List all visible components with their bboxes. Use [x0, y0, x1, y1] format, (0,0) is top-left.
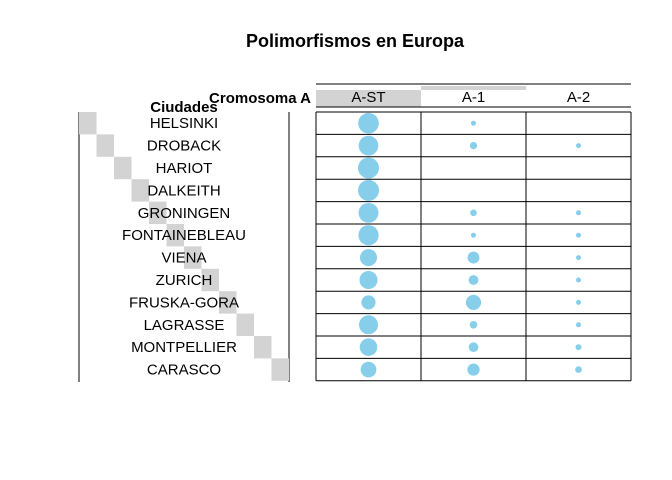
value-grid — [315, 111, 632, 382]
data-point — [358, 179, 379, 201]
data-point — [358, 202, 379, 223]
city-label: LAGRASSE — [144, 317, 225, 334]
data-point — [358, 225, 379, 246]
data-point — [358, 135, 379, 156]
data-point — [575, 366, 582, 373]
data-point — [468, 275, 479, 285]
column-label-a-2: A-2 — [567, 89, 590, 106]
data-point — [361, 295, 376, 310]
row-band — [79, 112, 97, 135]
column-label-a-st: A-ST — [351, 89, 385, 106]
data-point — [469, 321, 478, 329]
data-point — [359, 249, 378, 267]
data-point — [468, 342, 479, 353]
column-band-a-st — [316, 90, 421, 107]
city-label: GRONINGEN — [138, 205, 231, 222]
row-header-title: Ciudades — [150, 99, 218, 116]
city-label: DALKEITH — [147, 182, 220, 199]
city-label: ZURICH — [156, 272, 213, 289]
row-band — [166, 224, 184, 247]
data-point — [576, 322, 581, 328]
row-band — [201, 268, 219, 292]
data-point — [576, 232, 581, 238]
data-point — [576, 210, 581, 216]
column-band-a-1 — [421, 86, 526, 90]
city-label: DROBACK — [147, 138, 221, 155]
data-point — [576, 277, 581, 283]
data-point — [465, 294, 482, 310]
city-label: FONTAINEBLEAU — [122, 227, 246, 244]
data-point — [471, 232, 476, 238]
row-band — [254, 336, 272, 359]
row-band — [149, 201, 167, 224]
row-band — [96, 134, 114, 157]
row-band — [114, 156, 132, 180]
data-point — [576, 143, 581, 149]
column-header-group: Cromosoma A Ciudades — [150, 83, 631, 116]
data-point — [471, 120, 476, 126]
data-point — [470, 209, 477, 217]
data-point — [467, 363, 480, 376]
row-band — [184, 246, 202, 269]
chart-title: Polimorfismos en Europa — [246, 31, 465, 51]
data-point — [576, 255, 581, 261]
data-point — [358, 315, 379, 335]
city-label: FRUSKA-GORA — [129, 294, 239, 311]
city-label: HELSINKI — [150, 115, 218, 132]
row-band — [236, 313, 254, 336]
data-point — [576, 299, 581, 305]
data-point — [360, 361, 377, 378]
data-point — [469, 141, 478, 150]
city-panel: HELSINKI DROBACK HARIOT DALKEITH GRONINGEN FO… — [78, 112, 290, 382]
row-band — [271, 358, 289, 381]
column-header-title: Cromosoma A — [209, 90, 311, 107]
city-label: MONTPELLIER — [131, 339, 237, 356]
data-point — [358, 112, 379, 134]
city-label: CARASCO — [147, 362, 221, 379]
row-band — [219, 291, 237, 314]
column-label-a-1: A-1 — [462, 89, 485, 106]
row-band — [131, 179, 149, 202]
data-point — [358, 157, 379, 179]
data-point — [359, 270, 378, 290]
data-point — [359, 338, 378, 356]
data-point — [467, 251, 480, 264]
city-label: HARIOT — [156, 160, 213, 177]
data-points — [358, 112, 582, 378]
column-headers: A-ST A-1 A-2 — [316, 86, 631, 108]
data-point — [575, 344, 582, 351]
city-label: VIENA — [161, 250, 206, 267]
